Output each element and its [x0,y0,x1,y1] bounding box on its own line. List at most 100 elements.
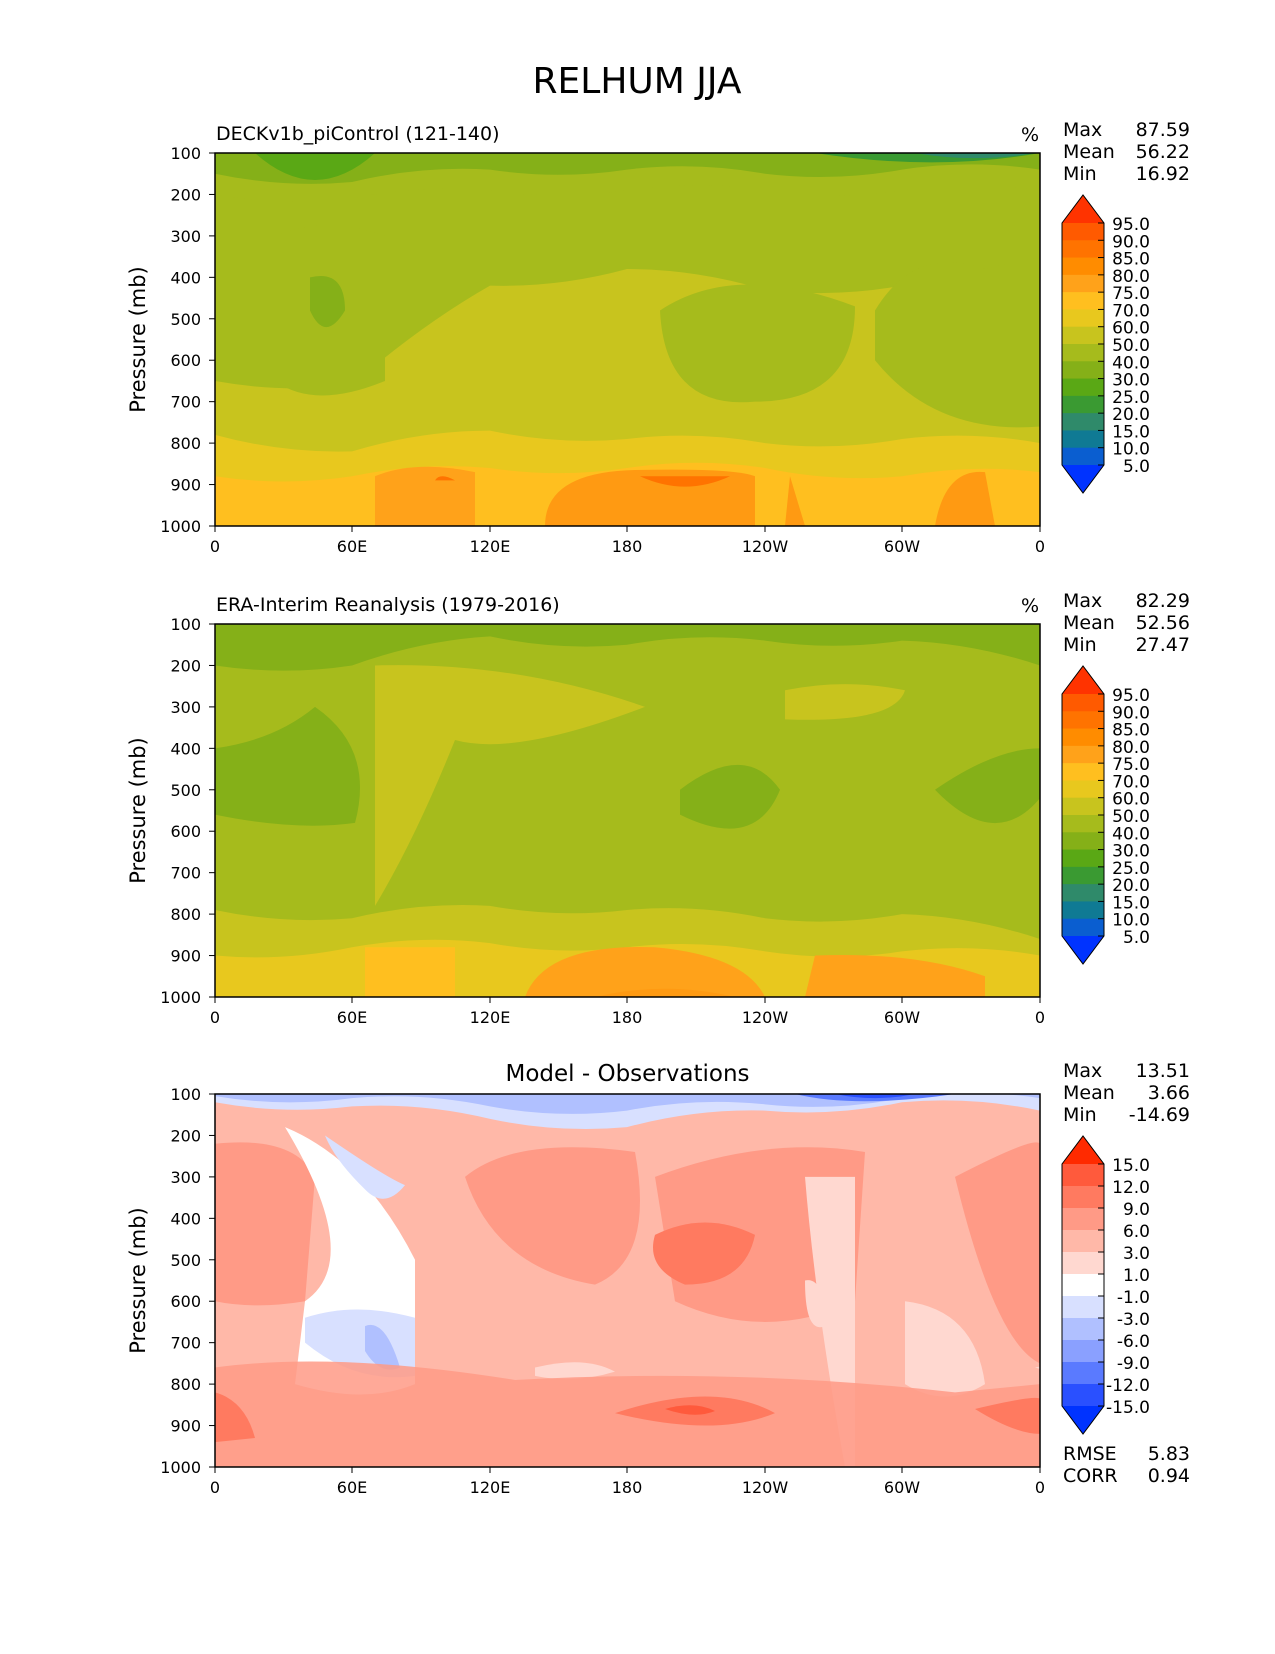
contour-band [935,748,1040,824]
colorbar-label: 30.0 [1112,371,1150,391]
contour-band [915,153,1035,159]
colorbar-segment [1062,395,1104,414]
y-tick-label: 500 [170,781,201,800]
colorbar-segment [1062,378,1104,397]
y-tick-label: 100 [170,1085,201,1104]
colorbar-segment [1062,694,1104,712]
colorbar-segment [1062,1362,1104,1385]
y-tick-label: 100 [170,615,201,634]
colorbar-segment [1062,901,1104,920]
y-tick-label: 700 [170,864,201,883]
y-tick-label: 700 [170,393,201,412]
contour-band [665,1405,715,1415]
y-tick-label: 600 [170,351,201,370]
panel-obs: ERA-Interim Reanalysis (1979-2016) % 100 20… [126,590,1190,1027]
x-tick-label: 180 [612,537,643,556]
y-tick-label: 800 [170,905,201,924]
stat-value: -14.69 [1129,1104,1190,1126]
colorbar-segment [1062,849,1104,868]
y-tick-label: 800 [170,1375,201,1394]
contour-band [215,1392,255,1443]
colorbar-label: 50.0 [1112,336,1150,356]
colorbar-label: -15.0 [1106,1398,1150,1418]
colorbar-label: 90.0 [1112,232,1150,252]
colorbar-label: 60.0 [1112,319,1150,339]
stat-value: 87.59 [1136,119,1190,141]
x-tick-label: 0 [210,1008,220,1027]
colorbar-label: 15.0 [1112,1156,1150,1176]
colorbar-label: 30.0 [1112,842,1150,862]
panel-units: % [1021,595,1039,617]
contour-band [640,476,730,487]
colorbar: 95.090.085.080.075.070.060.050.040.030.0… [1061,194,1150,494]
contour-band [310,275,345,328]
x-tick-label: 120W [742,1008,789,1027]
y-tick-label: 900 [170,947,201,966]
colorbar-label: 5.0 [1123,457,1150,477]
colorbar-segment [1062,1208,1104,1231]
y-tick-label: 400 [170,739,201,758]
y-tick-label: 400 [170,268,201,287]
contour-band [375,665,645,906]
contour-band [805,954,985,997]
contour-band [653,1222,755,1285]
contour-band [215,624,1040,671]
contour-band [375,466,475,526]
contour-band [435,476,455,481]
stat-value: 27.47 [1136,634,1190,656]
panel-subtitle: DECKv1b_piControl (121-140) [216,123,500,145]
colorbar-label: 95.0 [1112,686,1150,706]
stat-label: CORR [1063,1465,1118,1487]
contour-band [975,1397,1040,1434]
y-tick-label: 200 [170,185,201,204]
colorbar-segment [1062,797,1104,816]
colorbar-label: 3.0 [1123,1244,1150,1264]
colorbar-label: 9.0 [1123,1200,1150,1220]
colorbar-segment [1062,1296,1104,1319]
x-tick-label: 180 [612,1478,643,1497]
y-tick-label: 600 [170,1292,201,1311]
contour-band [525,946,765,997]
colorbar-label: 95.0 [1112,215,1150,235]
y-tick-label: 500 [170,310,201,329]
colorbar-bottom-extension [1062,936,1104,964]
contour-band [255,153,375,180]
colorbar-top-extension [1062,1136,1104,1164]
stat-label: Mean [1063,1082,1115,1104]
y-tick-label: 1000 [160,517,201,536]
contour-band [1035,1366,1040,1369]
colorbar-label: 25.0 [1112,859,1150,879]
stat-label: Max [1063,1060,1102,1082]
contour-band [785,684,905,720]
stat-value: 56.22 [1136,141,1190,163]
colorbar-label: 6.0 [1123,1222,1150,1242]
colorbar-segment [1062,763,1104,781]
y-tick-label: 300 [170,227,201,246]
colorbar-label: -9.0 [1117,1354,1150,1374]
colorbar-label: 75.0 [1112,755,1150,775]
x-tick-label: 60E [337,1008,367,1027]
colorbar-segment [1062,1384,1104,1407]
contour-band [935,471,995,526]
y-tick-label: 300 [170,1168,201,1187]
contour-band [325,1135,405,1199]
x-tick-label: 120W [742,537,789,556]
contour-band [660,284,855,403]
contour-band [875,256,1040,428]
colorbar-segment [1062,413,1104,431]
stat-label: Max [1063,590,1102,612]
stat-value: 13.51 [1136,1060,1190,1082]
contour-field [215,153,1040,526]
y-tick-label: 100 [170,144,201,163]
stat-label: Min [1063,163,1097,185]
colorbar-segment [1062,430,1104,449]
colorbar-label: 40.0 [1112,353,1150,373]
contour-band [905,1301,985,1397]
y-tick-label: 1000 [160,988,201,1007]
colorbar-label: 12.0 [1112,1178,1150,1198]
colorbar-label: 25.0 [1112,388,1150,408]
y-tick-label: 700 [170,1334,201,1353]
colorbar-segment [1062,326,1104,345]
colorbar-label: 1.0 [1123,1266,1150,1286]
